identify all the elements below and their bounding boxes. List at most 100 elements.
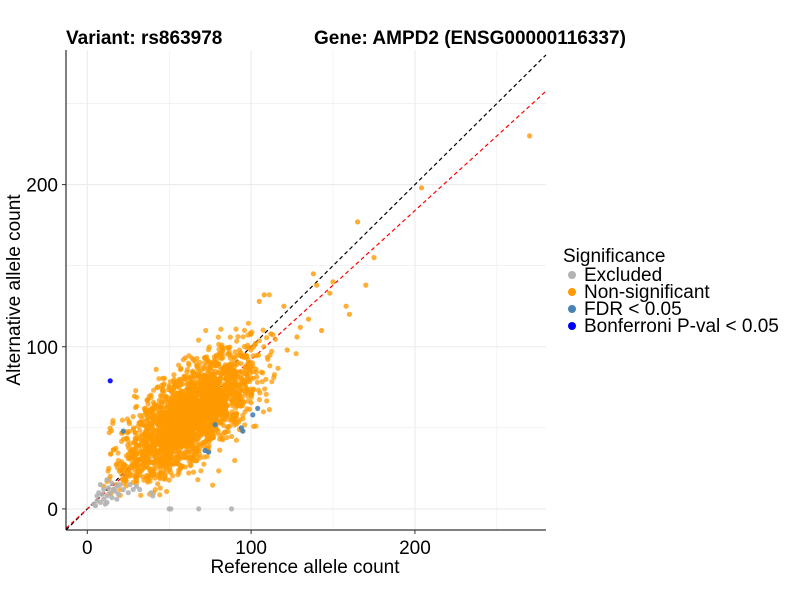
point-non-significant [170, 403, 177, 409]
point-fdr-0-05 [120, 428, 126, 434]
point-non-significant [242, 383, 248, 389]
point-non-significant [260, 327, 266, 333]
point-non-significant [235, 334, 241, 340]
point-non-significant [110, 447, 116, 453]
point-excluded [104, 499, 110, 505]
point-non-significant [314, 282, 320, 288]
point-non-significant [171, 376, 177, 382]
point-non-significant [189, 355, 195, 361]
point-non-significant [195, 435, 201, 441]
point-non-significant [237, 352, 243, 358]
point-non-significant [346, 311, 352, 317]
point-non-significant [257, 390, 263, 396]
point-non-significant [192, 421, 198, 427]
point-non-significant [181, 436, 187, 442]
point-non-significant [263, 391, 269, 397]
point-non-significant [245, 320, 251, 326]
point-non-significant [149, 459, 155, 465]
point-non-significant [145, 414, 151, 420]
point-non-significant [266, 292, 272, 298]
point-non-significant [319, 327, 325, 334]
point-non-significant [229, 400, 235, 406]
point-non-significant [198, 468, 204, 474]
point-non-significant [242, 422, 248, 428]
point-non-significant [260, 409, 266, 415]
point-non-significant [172, 394, 178, 400]
legend-label-bonferroni: Bonferroni P-val < 0.05 [584, 316, 779, 337]
point-non-significant [233, 390, 239, 396]
point-non-significant [233, 437, 239, 443]
point-non-significant [204, 395, 210, 401]
point-non-significant [178, 366, 184, 372]
point-non-significant [128, 448, 134, 454]
point-non-significant [355, 219, 361, 225]
point-non-significant [210, 482, 216, 488]
point-non-significant [215, 370, 221, 376]
point-non-significant [217, 436, 223, 442]
point-non-significant [269, 379, 275, 385]
point-non-significant [157, 475, 163, 481]
point-non-significant [166, 383, 172, 389]
point-non-significant [134, 472, 141, 478]
point-non-significant [186, 458, 192, 464]
point-non-significant [137, 427, 143, 433]
point-non-significant [175, 390, 181, 396]
point-non-significant [128, 454, 134, 461]
point-non-significant [119, 417, 125, 423]
point-non-significant [193, 408, 199, 414]
point-excluded [109, 495, 115, 501]
point-non-significant [221, 366, 227, 372]
point-non-significant [212, 383, 218, 389]
point-non-significant [168, 421, 174, 427]
point-excluded [91, 501, 97, 507]
point-non-significant [136, 462, 142, 468]
point-excluded [125, 490, 131, 496]
chart-title-gene: Gene: AMPD2 (ENSG00000116337) [314, 28, 626, 49]
point-non-significant [245, 398, 251, 404]
point-non-significant [238, 380, 244, 386]
point-non-significant [214, 427, 220, 433]
point-non-significant [160, 375, 166, 381]
point-non-significant [254, 352, 260, 359]
point-non-significant [293, 351, 299, 357]
point-non-significant [186, 389, 192, 395]
point-non-significant [245, 342, 251, 348]
point-non-significant [229, 433, 235, 440]
point-non-significant [232, 374, 238, 380]
point-excluded [94, 498, 100, 504]
point-non-significant [119, 438, 125, 444]
point-non-significant [232, 457, 238, 464]
point-non-significant [157, 405, 163, 411]
axis-ticks: 0 100 200 0 100 200 [26, 176, 430, 559]
point-non-significant [226, 378, 232, 384]
point-non-significant [193, 458, 199, 464]
point-non-significant [162, 415, 168, 421]
point-excluded [114, 496, 120, 502]
point-non-significant [223, 394, 229, 400]
point-non-significant [141, 464, 147, 470]
point-excluded [115, 491, 121, 497]
point-non-significant [256, 338, 262, 344]
point-excluded [97, 482, 103, 488]
point-non-significant [245, 362, 251, 368]
y-tick-label: 200 [26, 176, 58, 197]
point-non-significant [210, 435, 216, 441]
point-non-significant [222, 376, 228, 382]
point-non-significant [124, 473, 130, 480]
point-non-significant [149, 406, 155, 412]
point-non-significant [260, 370, 266, 376]
point-non-significant [269, 348, 275, 354]
point-non-significant [175, 457, 181, 463]
legend-dot-bonferroni [568, 322, 576, 330]
point-non-significant [183, 449, 189, 455]
point-non-significant [241, 327, 248, 333]
point-non-significant [171, 372, 177, 378]
point-non-significant [155, 481, 161, 487]
point-non-significant [239, 403, 246, 409]
point-non-significant [221, 387, 227, 393]
point-non-significant [254, 379, 260, 385]
point-non-significant [174, 420, 180, 427]
point-non-significant [145, 479, 151, 485]
point-non-significant [203, 327, 209, 334]
point-non-significant [240, 334, 246, 340]
